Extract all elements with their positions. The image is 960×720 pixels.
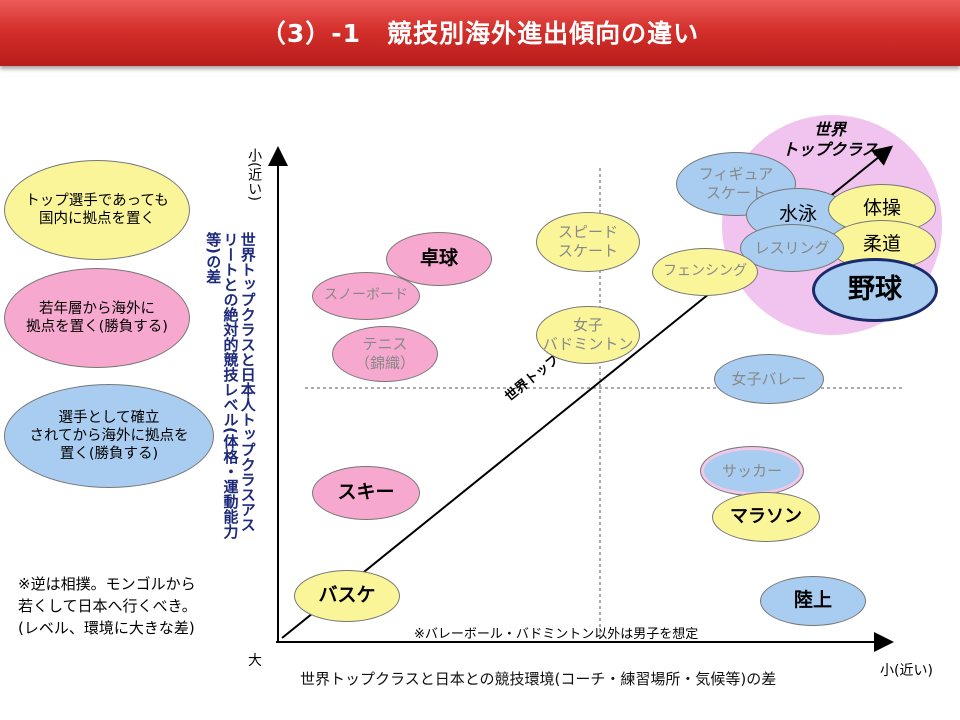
sport-soccer: サッカー — [700, 446, 804, 496]
sport-ski: スキー — [312, 466, 420, 520]
sport-marathon: マラソン — [712, 492, 820, 542]
sport-womens-badminton: 女子 バドミントン — [536, 306, 640, 364]
footnote-note: ※バレーボール・バドミントン以外は男子を想定 — [414, 627, 699, 642]
x-axis-origin-label: 大 — [248, 653, 262, 669]
sport-speed-skating: スピード スケート — [536, 212, 640, 272]
x-axis-end-label: 小(近い) — [880, 663, 933, 679]
sport-table-tennis: 卓球 — [386, 232, 492, 286]
sport-basketball: バスケ — [294, 570, 400, 622]
footnote-sumo: ※逆は相撲。モンゴルから 若くして日本へ行くべき。 (レベル、環境に大きな差) — [18, 575, 197, 637]
world-top-label: 世界 トップクラス — [782, 120, 878, 159]
y-axis-top-label: 小(近い) — [246, 148, 263, 201]
page-title: （3）-1 競技別海外進出傾向の違い — [260, 19, 700, 48]
sport-wrestling: レスリング — [740, 224, 844, 272]
sport-athletics: 陸上 — [760, 576, 866, 626]
sport-baseball: 野球 — [812, 258, 938, 322]
x-axis-title: 世界トップクラスと日本との競技環境(コーチ・練習場所・気候等)の差 — [300, 670, 777, 688]
y-axis-title: 世界トップクラスと日本人トップクラスアスリートとの絶対的競技レベル(体格・運動能… — [204, 232, 257, 539]
legend-pink: 若年層から海外に 拠点を置く(勝負する) — [4, 268, 190, 368]
legend-yellow: トップ選手であっても 国内に拠点を置く — [4, 160, 190, 260]
title-bar: （3）-1 競技別海外進出傾向の違い — [0, 0, 960, 66]
sport-fencing: フェンシング — [652, 248, 758, 296]
sport-snowboard: スノーボード — [312, 272, 420, 320]
sport-womens-volleyball: 女子バレー — [714, 354, 824, 404]
legend-blue: 選手として確立 されてから海外に拠点を 置く(勝負する) — [4, 384, 214, 488]
sport-tennis: テニス （錦織） — [332, 326, 438, 382]
